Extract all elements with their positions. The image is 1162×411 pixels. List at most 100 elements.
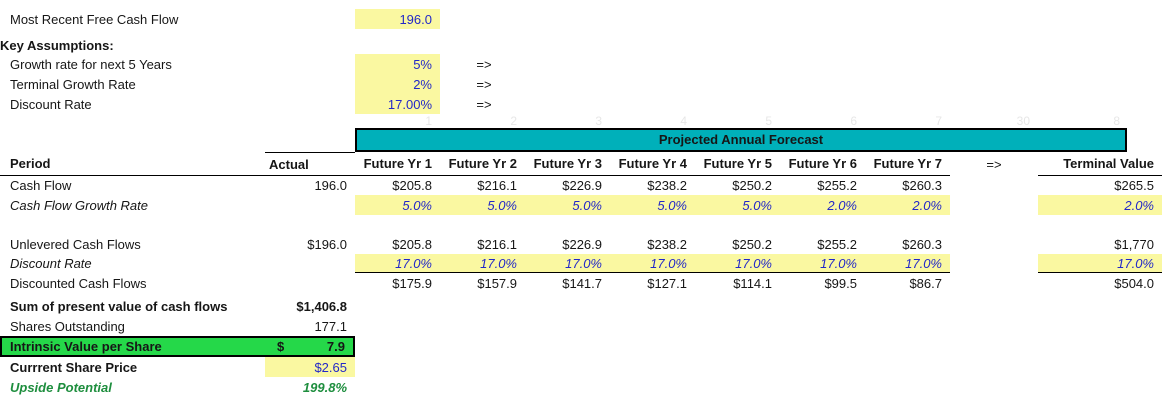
intrinsic-value: 7.9 [326, 339, 345, 354]
unlevered-y3: $226.9 [562, 237, 602, 252]
fcf-label: Most Recent Free Cash Flow [10, 11, 179, 27]
discount-rate-row: Discount Rate 17.0% 17.0% 17.0% 17.0% 17… [0, 254, 1162, 273]
unlevered-actual: $196.0 [307, 237, 347, 252]
sum-pv-label: Sum of present value of cash flows [10, 298, 228, 314]
unlevered-terminal: $1,770 [1114, 237, 1154, 252]
unlevered-y1: $205.8 [392, 237, 432, 252]
discount-rate-y1[interactable]: 17.0% [355, 254, 440, 273]
discount-rate-label: Discount Rate [10, 96, 92, 112]
unlevered-y2: $216.1 [477, 237, 517, 252]
cash-flow-y7: $260.3 [902, 178, 942, 193]
header-terminal-value: Terminal Value [1038, 152, 1162, 176]
assumption-row-growth-rate: Growth rate for next 5 Years 5% => [0, 54, 1162, 74]
dcf-valuation-sheet: Most Recent Free Cash Flow 196.0 Key Ass… [0, 9, 1162, 411]
cash-flow-y5: $250.2 [732, 178, 772, 193]
current-price-label: Currrent Share Price [10, 359, 138, 375]
growth-rate-y6[interactable]: 2.0% [780, 195, 865, 215]
discount-rate-y6[interactable]: 17.0% [780, 254, 865, 273]
period-index-3: 3 [595, 114, 602, 128]
header-future-yr-7: Future Yr 7 [865, 152, 950, 176]
growth-rate-y7[interactable]: 2.0% [865, 195, 950, 215]
intrinsic-currency-symbol: $ [277, 339, 285, 354]
growth-rate-label: Growth rate for next 5 Years [10, 56, 172, 72]
current-price-input-cell[interactable]: $2.65 [265, 357, 355, 377]
unlevered-label: Unlevered Cash Flows [10, 237, 141, 252]
key-assumptions-title: Key Assumptions: [0, 37, 114, 53]
terminal-growth-arrow: => [476, 76, 492, 92]
discount-rate-y2[interactable]: 17.0% [440, 254, 525, 273]
shares-value: 177.1 [314, 318, 347, 334]
intrinsic-value-highlight: Intrinsic Value per Share $ 7.9 [0, 336, 355, 357]
discounted-y3: $141.7 [562, 275, 602, 291]
growth-rate-y1[interactable]: 5.0% [355, 195, 440, 215]
header-future-yr-1: Future Yr 1 [355, 152, 440, 176]
discount-rate-y3[interactable]: 17.0% [525, 254, 610, 273]
growth-rate-y5[interactable]: 5.0% [695, 195, 780, 215]
table-header-row: Period Actual Future Yr 1 Future Yr 2 Fu… [0, 152, 1162, 176]
header-future-yr-3: Future Yr 3 [525, 152, 610, 176]
header-future-yr-4: Future Yr 4 [610, 152, 695, 176]
intrinsic-value-label: Intrinsic Value per Share [10, 339, 162, 354]
growth-rate-y2[interactable]: 5.0% [440, 195, 525, 215]
fcf-input-cell[interactable]: 196.0 [355, 9, 440, 29]
intrinsic-value-row: Intrinsic Value per Share $ 7.9 [0, 336, 1162, 357]
growth-rate-input-cell[interactable]: 5% [355, 54, 440, 74]
header-future-yr-5: Future Yr 5 [695, 152, 780, 176]
unlevered-y7: $260.3 [902, 237, 942, 252]
growth-rate-y3[interactable]: 5.0% [525, 195, 610, 215]
period-index-4: 4 [680, 114, 687, 128]
discount-rate-input-cell[interactable]: 17.00% [355, 94, 440, 114]
discount-rate-row-label: Discount Rate [10, 256, 92, 271]
period-index-1: 1 [425, 114, 432, 128]
cash-flow-actual: 196.0 [314, 178, 347, 193]
header-period: Period [0, 152, 265, 176]
cash-flow-terminal: $265.5 [1114, 178, 1154, 193]
terminal-growth-input-cell[interactable]: 2% [355, 74, 440, 94]
discounted-y7: $86.7 [909, 275, 942, 291]
discount-rate-y5[interactable]: 17.0% [695, 254, 780, 273]
unlevered-y5: $250.2 [732, 237, 772, 252]
discounted-y4: $127.1 [647, 275, 687, 291]
period-index-8: 8 [1113, 114, 1120, 128]
shares-row: Shares Outstanding 177.1 [0, 316, 1162, 336]
sum-pv-row: Sum of present value of cash flows $1,40… [0, 296, 1162, 316]
upside-value: 199.8% [302, 380, 347, 395]
period-index-5: 5 [765, 114, 772, 128]
header-future-yr-6: Future Yr 6 [780, 152, 865, 176]
current-price-row: Currrent Share Price $2.65 [0, 357, 1162, 377]
projected-annual-forecast-banner: Projected Annual Forecast [355, 128, 1127, 152]
cash-flow-label: Cash Flow [10, 178, 72, 193]
cash-flow-y2: $216.1 [477, 178, 517, 193]
unlevered-y4: $238.2 [647, 237, 687, 252]
discounted-row: Discounted Cash Flows $175.9 $157.9 $141… [0, 273, 1162, 293]
growth-rate-row: Cash Flow Growth Rate 5.0% 5.0% 5.0% 5.0… [0, 195, 1162, 215]
discount-rate-terminal[interactable]: 17.0% [1038, 254, 1162, 273]
unlevered-y6: $255.2 [817, 237, 857, 252]
key-assumptions-row: Key Assumptions: [0, 36, 1162, 54]
upside-label: Upside Potential [10, 380, 112, 395]
period-index-7: 7 [935, 114, 942, 128]
discount-rate-y7[interactable]: 17.0% [865, 254, 950, 273]
discounted-label: Discounted Cash Flows [10, 275, 147, 291]
cash-flow-y3: $226.9 [562, 178, 602, 193]
assumption-row-terminal-growth: Terminal Growth Rate 2% => [0, 74, 1162, 94]
growth-rate-row-label: Cash Flow Growth Rate [10, 197, 148, 213]
unlevered-row: Unlevered Cash Flows $196.0 $205.8 $216.… [0, 235, 1162, 254]
discounted-y1: $175.9 [392, 275, 432, 291]
period-index-30: 30 [1016, 114, 1030, 128]
cash-flow-y6: $255.2 [817, 178, 857, 193]
discount-rate-y4[interactable]: 17.0% [610, 254, 695, 273]
discounted-y2: $157.9 [477, 275, 517, 291]
period-index-6: 6 [850, 114, 857, 128]
fcf-row: Most Recent Free Cash Flow 196.0 [0, 9, 1162, 29]
terminal-growth-label: Terminal Growth Rate [10, 76, 136, 92]
growth-rate-terminal[interactable]: 2.0% [1038, 195, 1162, 215]
header-arrow: => [986, 156, 1002, 172]
discount-rate-arrow: => [476, 96, 492, 112]
sum-pv-value: $1,406.8 [296, 298, 347, 314]
growth-rate-arrow: => [476, 56, 492, 72]
discounted-y5: $114.1 [733, 275, 772, 291]
period-index-row: 1 2 3 4 5 6 7 30 8 [0, 114, 1162, 128]
header-future-yr-2: Future Yr 2 [440, 152, 525, 176]
growth-rate-y4[interactable]: 5.0% [610, 195, 695, 215]
